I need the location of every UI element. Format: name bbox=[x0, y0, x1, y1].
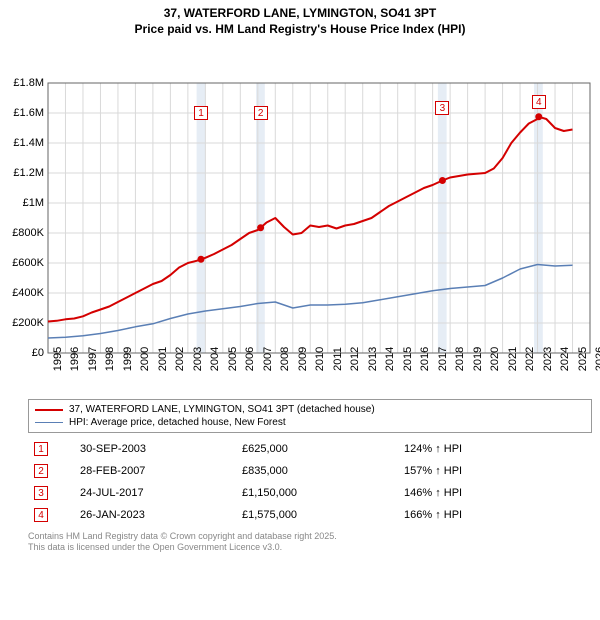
x-tick-label: 2022 bbox=[524, 347, 536, 371]
legend-swatch bbox=[35, 409, 63, 411]
x-tick-label: 2018 bbox=[454, 347, 466, 371]
legend-swatch bbox=[35, 422, 63, 423]
y-tick-label: £600K bbox=[2, 257, 44, 269]
legend-label: HPI: Average price, detached house, New … bbox=[69, 417, 286, 428]
x-tick-label: 2002 bbox=[174, 347, 186, 371]
x-tick-label: 2007 bbox=[262, 347, 274, 371]
y-tick-label: £0 bbox=[2, 347, 44, 359]
table-row: 1 30-SEP-2003£625,000124% ↑ HPI bbox=[30, 439, 590, 459]
x-tick-label: 2004 bbox=[209, 347, 221, 371]
x-tick-label: 2025 bbox=[577, 347, 589, 371]
y-tick-label: £400K bbox=[2, 287, 44, 299]
sale-hpi: 166% ↑ HPI bbox=[400, 505, 590, 525]
legend-label: 37, WATERFORD LANE, LYMINGTON, SO41 3PT … bbox=[69, 404, 375, 415]
sale-row-marker: 2 bbox=[34, 464, 48, 478]
title-line-1: 37, WATERFORD LANE, LYMINGTON, SO41 3PT bbox=[0, 6, 600, 22]
y-tick-label: £1.8M bbox=[2, 77, 44, 89]
sale-marker-2: 2 bbox=[254, 106, 268, 120]
sale-date: 26-JAN-2023 bbox=[76, 505, 236, 525]
sale-date: 28-FEB-2007 bbox=[76, 461, 236, 481]
table-row: 4 26-JAN-2023£1,575,000166% ↑ HPI bbox=[30, 505, 590, 525]
x-tick-label: 2012 bbox=[349, 347, 361, 371]
sale-price: £835,000 bbox=[238, 461, 398, 481]
title-line-2: Price paid vs. HM Land Registry's House … bbox=[0, 22, 600, 38]
x-tick-label: 1995 bbox=[52, 347, 64, 371]
x-tick-label: 2024 bbox=[559, 347, 571, 371]
legend-item: 37, WATERFORD LANE, LYMINGTON, SO41 3PT … bbox=[35, 403, 585, 416]
x-tick-label: 2011 bbox=[332, 347, 344, 371]
footer-line-1: Contains HM Land Registry data © Crown c… bbox=[28, 531, 592, 542]
x-tick-label: 2014 bbox=[384, 347, 396, 371]
sales-table: 1 30-SEP-2003£625,000124% ↑ HPI 2 28-FEB-20… bbox=[28, 437, 592, 527]
sale-price: £1,575,000 bbox=[238, 505, 398, 525]
x-tick-label: 2005 bbox=[227, 347, 239, 371]
x-tick-label: 2017 bbox=[437, 347, 449, 371]
x-tick-label: 2021 bbox=[507, 347, 519, 371]
footer-line-2: This data is licensed under the Open Gov… bbox=[28, 542, 592, 553]
sale-row-marker: 4 bbox=[34, 508, 48, 522]
x-tick-label: 2013 bbox=[367, 347, 379, 371]
y-tick-label: £1M bbox=[2, 197, 44, 209]
chart-title: 37, WATERFORD LANE, LYMINGTON, SO41 3PT … bbox=[0, 0, 600, 37]
sale-date: 30-SEP-2003 bbox=[76, 439, 236, 459]
sale-date: 24-JUL-2017 bbox=[76, 483, 236, 503]
y-tick-label: £1.6M bbox=[2, 107, 44, 119]
x-tick-label: 2006 bbox=[244, 347, 256, 371]
y-tick-label: £1.4M bbox=[2, 137, 44, 149]
x-tick-label: 2026 bbox=[594, 347, 600, 371]
x-tick-label: 2023 bbox=[542, 347, 554, 371]
sale-price: £625,000 bbox=[238, 439, 398, 459]
x-tick-label: 2010 bbox=[314, 347, 326, 371]
chart-area: £0 £200K £400K £600K £800K £1M £1.2M £1.4M £1.6M… bbox=[0, 37, 600, 393]
x-tick-label: 2019 bbox=[472, 347, 484, 371]
x-tick-label: 1998 bbox=[104, 347, 116, 371]
sale-marker-4: 4 bbox=[532, 95, 546, 109]
x-tick-label: 2020 bbox=[489, 347, 501, 371]
x-tick-label: 2015 bbox=[402, 347, 414, 371]
table-row: 3 24-JUL-2017£1,150,000146% ↑ HPI bbox=[30, 483, 590, 503]
footer-attribution: Contains HM Land Registry data © Crown c… bbox=[28, 531, 592, 554]
x-tick-label: 2000 bbox=[139, 347, 151, 371]
x-tick-label: 2009 bbox=[297, 347, 309, 371]
sale-price: £1,150,000 bbox=[238, 483, 398, 503]
legend-item: HPI: Average price, detached house, New … bbox=[35, 416, 585, 429]
x-tick-label: 2016 bbox=[419, 347, 431, 371]
x-tick-label: 2003 bbox=[192, 347, 204, 371]
sale-marker-3: 3 bbox=[435, 101, 449, 115]
y-tick-label: £800K bbox=[2, 227, 44, 239]
sale-hpi: 124% ↑ HPI bbox=[400, 439, 590, 459]
legend: 37, WATERFORD LANE, LYMINGTON, SO41 3PT … bbox=[28, 399, 592, 433]
x-tick-label: 1999 bbox=[122, 347, 134, 371]
sale-hpi: 157% ↑ HPI bbox=[400, 461, 590, 481]
sale-row-marker: 1 bbox=[34, 442, 48, 456]
y-tick-label: £1.2M bbox=[2, 167, 44, 179]
y-tick-label: £200K bbox=[2, 317, 44, 329]
table-row: 2 28-FEB-2007£835,000157% ↑ HPI bbox=[30, 461, 590, 481]
sale-row-marker: 3 bbox=[34, 486, 48, 500]
x-tick-label: 2008 bbox=[279, 347, 291, 371]
x-tick-label: 1997 bbox=[87, 347, 99, 371]
x-tick-label: 2001 bbox=[157, 347, 169, 371]
sale-hpi: 146% ↑ HPI bbox=[400, 483, 590, 503]
x-tick-label: 1996 bbox=[69, 347, 81, 371]
sale-marker-1: 1 bbox=[194, 106, 208, 120]
